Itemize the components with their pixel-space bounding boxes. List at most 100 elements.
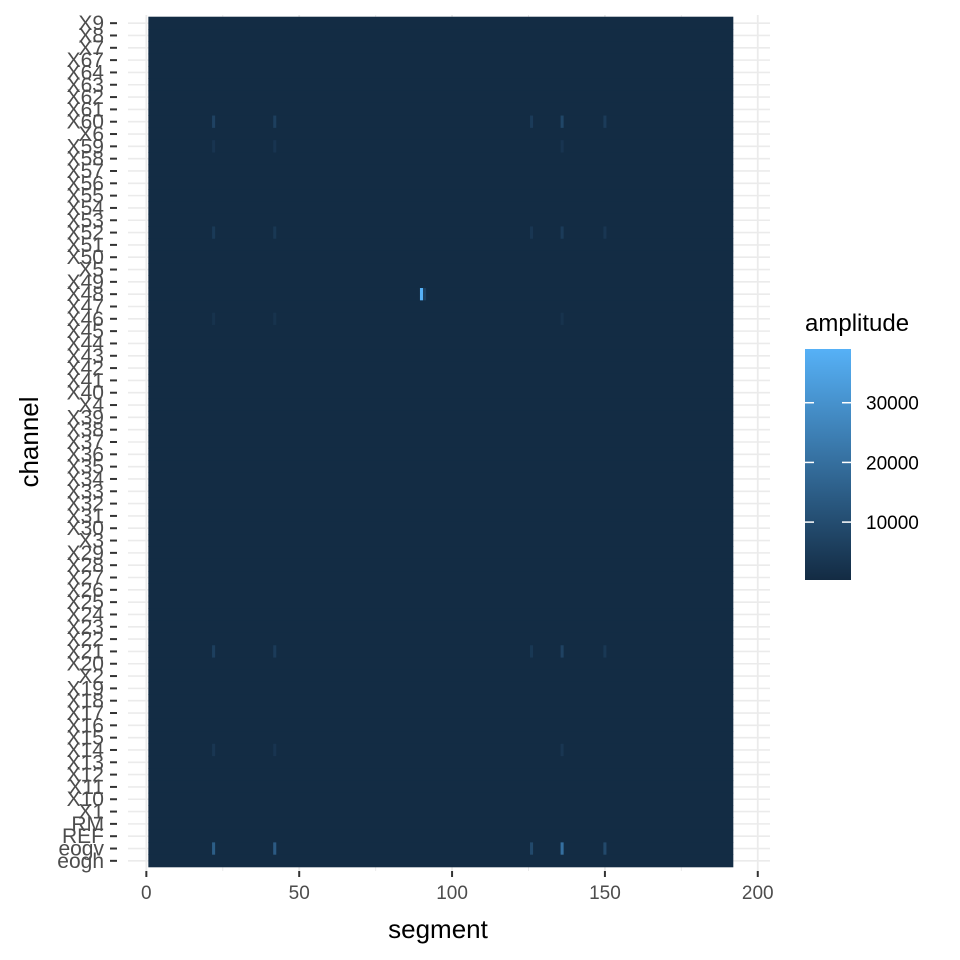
heatmap-row-RM — [148, 817, 734, 831]
heatmap-row-X43 — [148, 349, 734, 363]
y-tick-label: X37 — [67, 431, 104, 454]
legend-tick-label: 20000 — [866, 453, 919, 474]
heatmap-row-X63 — [148, 78, 734, 92]
heatmap-row-X12 — [148, 768, 734, 782]
y-tick-label: X45 — [67, 320, 104, 343]
heatmap-tile-X46-22 — [212, 312, 216, 325]
heatmap-row-X30 — [148, 521, 734, 535]
x-tick-label: 0 — [141, 883, 152, 904]
heatmap-row-X42 — [148, 361, 734, 375]
heatmap-tile-X21-136 — [560, 645, 564, 658]
heatmap-row-X19 — [148, 681, 734, 695]
heatmap-row-X52 — [148, 226, 734, 240]
y-tick-label: X26 — [67, 579, 104, 602]
heatmap-row-X36 — [148, 447, 734, 461]
heatmap-tile-X60-126 — [530, 115, 534, 128]
heatmap-row-X4 — [148, 398, 734, 412]
heatmap-tile-X14-22 — [212, 743, 216, 757]
heatmap-row-X28 — [148, 558, 734, 572]
y-tick-label: X1 — [78, 801, 104, 824]
heatmap-row-X46 — [148, 312, 734, 326]
heatmap-row-X67 — [148, 53, 734, 67]
heatmap-row-X47 — [148, 300, 734, 313]
heatmap-row-X13 — [148, 755, 734, 769]
heatmap-row-X51 — [148, 238, 734, 252]
heatmap-row-X41 — [148, 373, 734, 387]
heatmap-row-X11 — [148, 780, 734, 794]
heatmap-row-X5 — [148, 263, 734, 276]
heatmap-row-X33 — [148, 484, 734, 498]
y-tick-label: X15 — [67, 727, 104, 750]
heatmap-row-X44 — [148, 336, 734, 350]
heatmap-row-X55 — [148, 189, 734, 203]
y-tick-label: X3 — [78, 530, 104, 553]
x-tick-label: 50 — [289, 883, 310, 904]
y-tick-label: X31 — [67, 505, 104, 528]
heatmap-row-X54 — [148, 201, 734, 215]
y-tick-label: X50 — [67, 246, 104, 269]
heatmap-tile-X48-90 — [419, 288, 424, 301]
heatmap-row-X64 — [148, 65, 734, 79]
heatmap-tile-eogv-136 — [560, 842, 564, 855]
heatmap-row-eogh — [148, 854, 734, 868]
heatmap-tile-X52-126 — [530, 226, 534, 239]
y-tick-label: REF — [62, 825, 104, 848]
y-tick-label: X49 — [67, 271, 104, 294]
heatmap-tile-X59-136 — [560, 140, 564, 153]
y-tick-label: X27 — [67, 567, 104, 590]
y-tick-label: X63 — [67, 74, 104, 97]
y-tick-label: X7 — [78, 37, 104, 60]
heatmap-row-X18 — [148, 694, 734, 708]
y-tick-label: X20 — [67, 653, 104, 676]
heatmap-tile-X46-136 — [560, 312, 564, 325]
y-tick-label: X42 — [67, 357, 104, 380]
heatmap-row-X7 — [148, 41, 734, 55]
heatmap-tile-X21-42 — [273, 645, 277, 658]
y-tick-label: X16 — [67, 714, 104, 737]
x-axis: 0 50 100 150 200 — [141, 871, 774, 904]
y-tick-label: X17 — [67, 702, 104, 725]
y-tick-label: X58 — [67, 148, 104, 171]
heatmap-row-X32 — [148, 497, 734, 511]
legend: amplitude 10000 20000 30000 — [805, 310, 919, 580]
heatmap-row-X24 — [148, 608, 734, 621]
legend-tick-label: 10000 — [866, 513, 919, 534]
heatmap-tile-X59-22 — [212, 140, 216, 153]
y-tick-label: X23 — [67, 616, 104, 639]
y-tick-label: X57 — [67, 160, 104, 183]
y-tick-label: X14 — [67, 739, 105, 762]
heatmap-row-X60 — [148, 115, 734, 129]
heatmap-row-X59 — [148, 139, 734, 153]
y-tick-label: X30 — [67, 517, 104, 540]
y-axis-title: channel — [14, 396, 44, 487]
heatmap-row-X20 — [148, 657, 734, 671]
heatmap-tile-X60-136 — [560, 115, 564, 128]
y-tick-label: X28 — [67, 554, 104, 577]
x-tick-label: 200 — [742, 883, 774, 904]
heatmap-row-X27 — [148, 571, 734, 584]
legend-tick-label: 30000 — [866, 394, 919, 415]
y-tick-label: X33 — [67, 480, 104, 503]
y-tick-label: X6 — [78, 123, 104, 146]
y-tick-label: X13 — [67, 751, 104, 774]
heatmap-tile-eogv-150 — [603, 842, 607, 855]
y-tick-label: eogh — [57, 850, 104, 873]
heatmap-row-X37 — [148, 435, 734, 449]
heatmap-row-X1 — [148, 805, 734, 819]
heatmap-row-X8 — [148, 29, 734, 42]
y-axis: X9X8X7X67X64X63X62X61X60X6X59X58X57X56X5… — [57, 12, 117, 873]
y-tick-label: X51 — [67, 234, 104, 257]
y-tick-label: X41 — [67, 369, 104, 392]
heatmap-tile-X59-42 — [273, 140, 277, 153]
x-axis-title: segment — [388, 914, 488, 944]
y-tick-label: X19 — [67, 677, 104, 700]
y-tick-label: eogv — [58, 838, 104, 861]
heatmap-row-X6 — [148, 127, 734, 141]
heatmap-row-X10 — [148, 792, 734, 806]
heatmap-row-X35 — [148, 460, 734, 474]
heatmap-row-X31 — [148, 509, 734, 523]
y-tick-label: X10 — [67, 788, 104, 811]
y-tick-label: X53 — [67, 209, 104, 232]
y-tick-label: X55 — [67, 185, 104, 208]
